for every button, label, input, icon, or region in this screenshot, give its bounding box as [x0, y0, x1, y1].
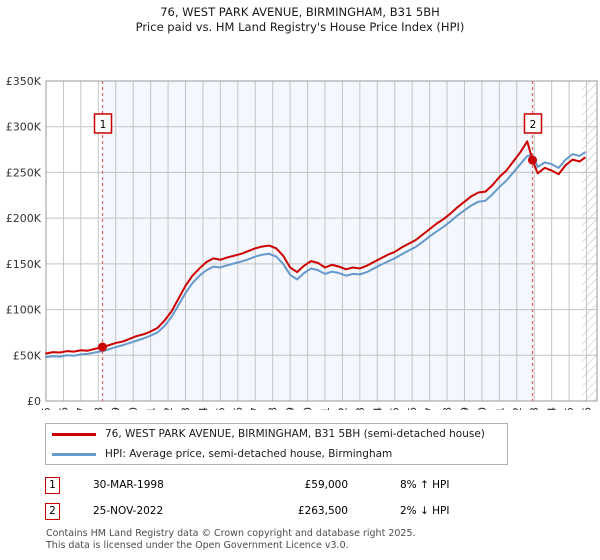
svg-text:2018: 2018: [441, 407, 454, 410]
svg-text:2017: 2017: [424, 407, 437, 410]
page-title: 76, WEST PARK AVENUE, BIRMINGHAM, B31 5B…: [0, 0, 600, 35]
svg-text:2003: 2003: [179, 407, 192, 410]
svg-text:2023: 2023: [528, 407, 541, 410]
transaction-hpi-delta-1: 8% ↑ HPI: [400, 479, 450, 491]
chart-legend: 76, WEST PARK AVENUE, BIRMINGHAM, B31 5B…: [45, 423, 508, 465]
svg-text:2014: 2014: [371, 407, 384, 410]
svg-text:2019: 2019: [458, 407, 471, 410]
svg-text:£300K: £300K: [6, 121, 42, 134]
table-row[interactable]: 2 25-NOV-2022 £263,500 2% ↓ HPI: [45, 498, 565, 524]
price-history-chart: £0 £50K £100K £150K £200K £250K £300K £350K 199…: [0, 35, 600, 410]
svg-text:2007: 2007: [249, 407, 262, 410]
svg-text:2026: 2026: [581, 407, 594, 410]
y-axis-labels: £0 £50K £100K £150K £200K £250K £300K £350K: [6, 75, 42, 408]
transaction-price-2: £263,500: [297, 505, 348, 517]
svg-text:2020: 2020: [476, 407, 489, 410]
svg-text:2024: 2024: [546, 407, 559, 410]
transactions-table: 1 30-MAR-1998 £59,000 8% ↑ HPI 2 25-NOV-…: [45, 472, 565, 524]
svg-text:2009: 2009: [284, 407, 297, 410]
svg-text:£200K: £200K: [6, 212, 42, 225]
svg-text:2002: 2002: [162, 407, 175, 410]
transaction-hpi-delta-2: 2% ↓ HPI: [400, 505, 450, 517]
svg-text:2: 2: [530, 119, 537, 131]
legend-item-price-paid: 76, WEST PARK AVENUE, BIRMINGHAM, B31 5B…: [46, 424, 507, 444]
svg-text:2021: 2021: [493, 407, 506, 410]
data-series: [45, 140, 586, 359]
svg-text:£150K: £150K: [6, 258, 42, 271]
chart-canvas: £0 £50K £100K £150K £200K £250K £300K £350K 199…: [6, 75, 598, 410]
svg-text:1997: 1997: [75, 407, 88, 410]
plot-background: [46, 81, 597, 401]
transaction-badge-1: 1: [45, 476, 60, 494]
svg-text:2011: 2011: [319, 407, 332, 410]
x-axis-labels: 1995 1996 1997 1998 1999 2000 2001 2002 2003 2004…: [40, 407, 594, 410]
transaction-badge-2: 2: [45, 502, 60, 520]
footer-line-1: Contains HM Land Registry data © Crown c…: [46, 528, 416, 539]
svg-text:2016: 2016: [406, 407, 419, 410]
grid-lines: [45, 80, 598, 402]
transaction-price-1: £59,000: [304, 479, 348, 491]
svg-text:£0: £0: [27, 395, 41, 408]
svg-text:2005: 2005: [214, 407, 227, 410]
legend-label-hpi: HPI: Average price, semi-detached house,…: [105, 448, 393, 460]
svg-text:2013: 2013: [354, 407, 367, 410]
svg-text:£250K: £250K: [6, 166, 42, 179]
svg-text:2025: 2025: [563, 407, 576, 410]
table-row[interactable]: 1 30-MAR-1998 £59,000 8% ↑ HPI: [45, 472, 565, 498]
attribution-footer: Contains HM Land Registry data © Crown c…: [46, 528, 416, 551]
legend-item-hpi: HPI: Average price, semi-detached house,…: [46, 444, 507, 464]
transaction-date-1: 30-MAR-1998: [93, 479, 164, 491]
svg-text:1998: 1998: [92, 407, 105, 410]
svg-text:2022: 2022: [511, 407, 524, 410]
svg-text:£100K: £100K: [6, 304, 42, 317]
transaction-date-2: 25-NOV-2022: [93, 505, 164, 517]
footer-line-2: This data is licensed under the Open Gov…: [46, 539, 349, 551]
svg-text:1999: 1999: [110, 407, 123, 410]
svg-text:2015: 2015: [389, 407, 402, 410]
legend-swatch-hpi: [52, 452, 96, 456]
svg-text:2008: 2008: [267, 407, 280, 410]
legend-label-price-paid: 76, WEST PARK AVENUE, BIRMINGHAM, B31 5B…: [105, 428, 485, 440]
svg-text:£50K: £50K: [13, 349, 42, 362]
svg-text:2000: 2000: [127, 407, 140, 410]
title-line-2: Price paid vs. HM Land Registry's House …: [135, 20, 465, 34]
svg-text:£350K: £350K: [6, 75, 42, 88]
title-line-1: 76, WEST PARK AVENUE, BIRMINGHAM, B31 5B…: [160, 5, 440, 19]
svg-text:1996: 1996: [57, 407, 70, 410]
svg-text:2004: 2004: [197, 407, 210, 410]
svg-text:2010: 2010: [302, 407, 315, 410]
svg-text:1: 1: [100, 119, 107, 131]
svg-text:2006: 2006: [232, 407, 245, 410]
svg-text:2012: 2012: [336, 407, 349, 410]
svg-text:1995: 1995: [40, 407, 53, 410]
legend-swatch-price-paid: [52, 432, 96, 436]
svg-text:2001: 2001: [145, 407, 158, 410]
